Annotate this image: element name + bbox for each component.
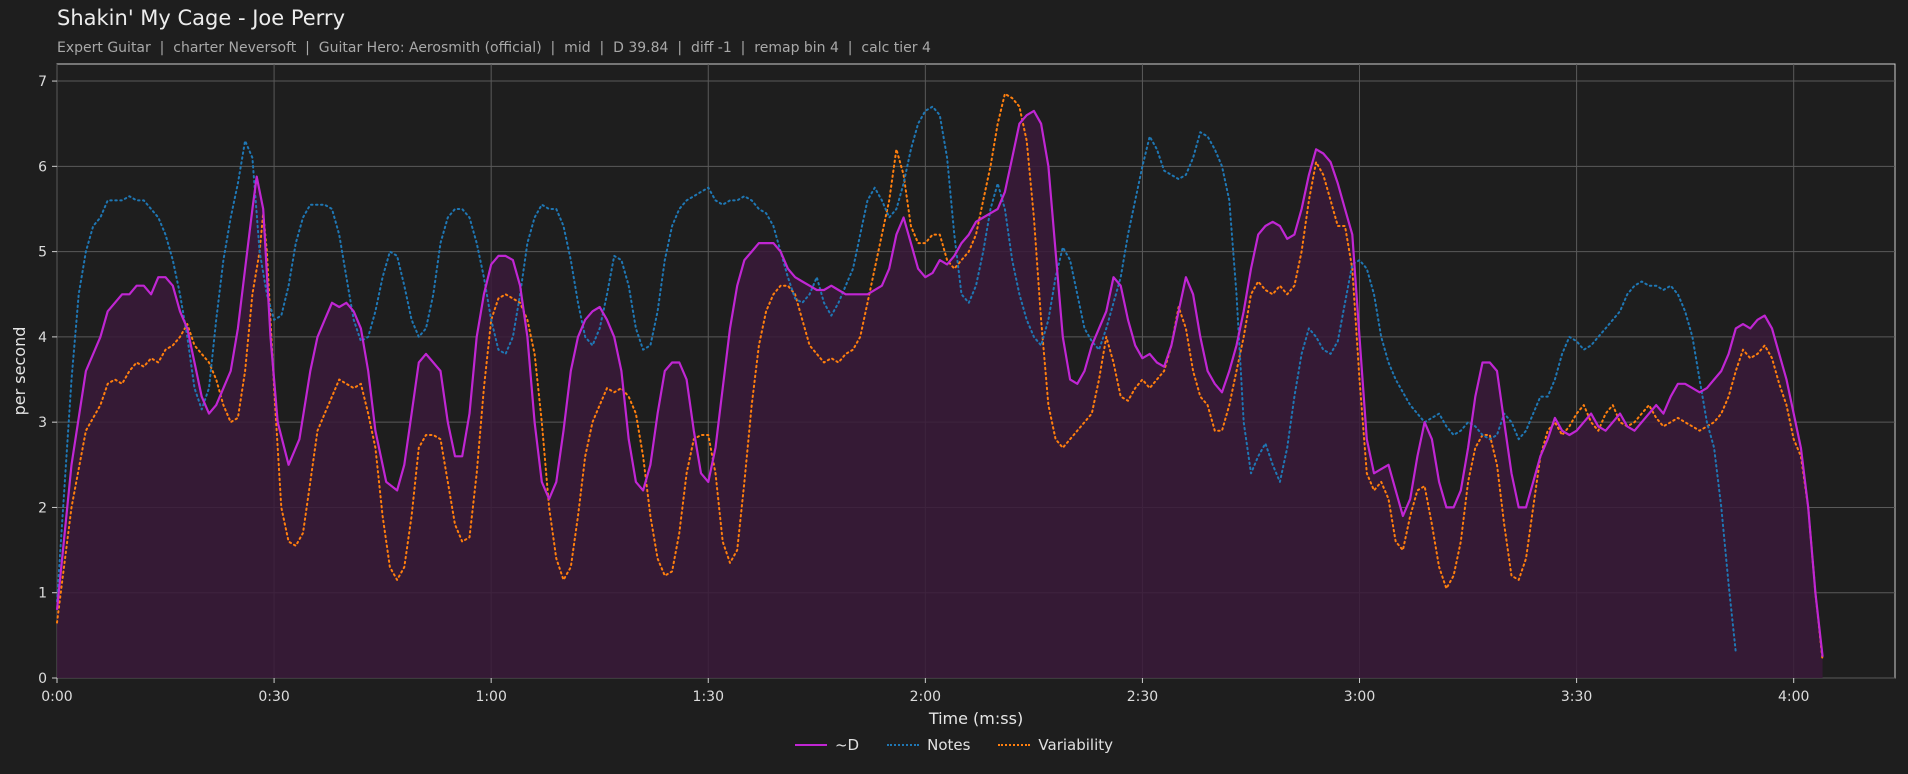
series-line-variability (56, 92, 1824, 662)
series-line-d (55, 109, 1824, 657)
y-tick-label: 2 (38, 500, 47, 516)
y-tick-label: 1 (38, 586, 47, 602)
series-line-notes (56, 105, 1737, 654)
x-tick-label: 0:00 (41, 689, 72, 705)
legend-label: Notes (927, 736, 971, 754)
x-tick-label: 4:00 (1778, 689, 1809, 705)
y-tick-label: 4 (38, 330, 47, 346)
fill-layer (57, 110, 1823, 678)
y-tick-label: 0 (38, 671, 47, 687)
y-tick-label: 5 (38, 245, 47, 261)
x-tick-label: 3:00 (1344, 689, 1375, 705)
legend-label: ~D (834, 736, 860, 754)
y-axis-label: per second (10, 327, 29, 416)
x-tick-label: 0:30 (258, 689, 289, 705)
legend-item: Variability (998, 736, 1113, 754)
y-tick-label: 7 (38, 74, 47, 90)
legend-swatch (998, 744, 1031, 746)
x-axis-label: Time (m:ss) (928, 709, 1023, 728)
series-lines (55, 92, 1824, 662)
legend: ~D Notes Variability (0, 736, 1908, 754)
legend-swatch (887, 744, 920, 746)
y-tick-label: 6 (38, 159, 47, 175)
series-area-d (57, 110, 1823, 678)
y-axis-ticks: 0 1 2 3 4 5 6 7 (38, 74, 57, 687)
x-axis-ticks: 0:00 0:30 1:00 1:30 2:00 2:30 3:00 3:30 4:00 (41, 678, 1809, 705)
x-tick-label: 1:30 (693, 689, 724, 705)
legend-item: Notes (887, 736, 970, 754)
y-tick-label: 3 (38, 415, 47, 431)
chart-title: Shakin' My Cage - Joe Perry (57, 6, 345, 30)
x-tick-label: 1:00 (475, 689, 506, 705)
legend-item: ~D (794, 736, 860, 754)
x-tick-label: 2:00 (910, 689, 941, 705)
chart-subtitle: Expert Guitar | charter Neversoft | Guit… (57, 40, 931, 56)
x-tick-label: 3:30 (1561, 689, 1592, 705)
legend-label: Variability (1038, 736, 1114, 754)
x-tick-label: 2:30 (1127, 689, 1158, 705)
legend-swatch (794, 744, 827, 746)
